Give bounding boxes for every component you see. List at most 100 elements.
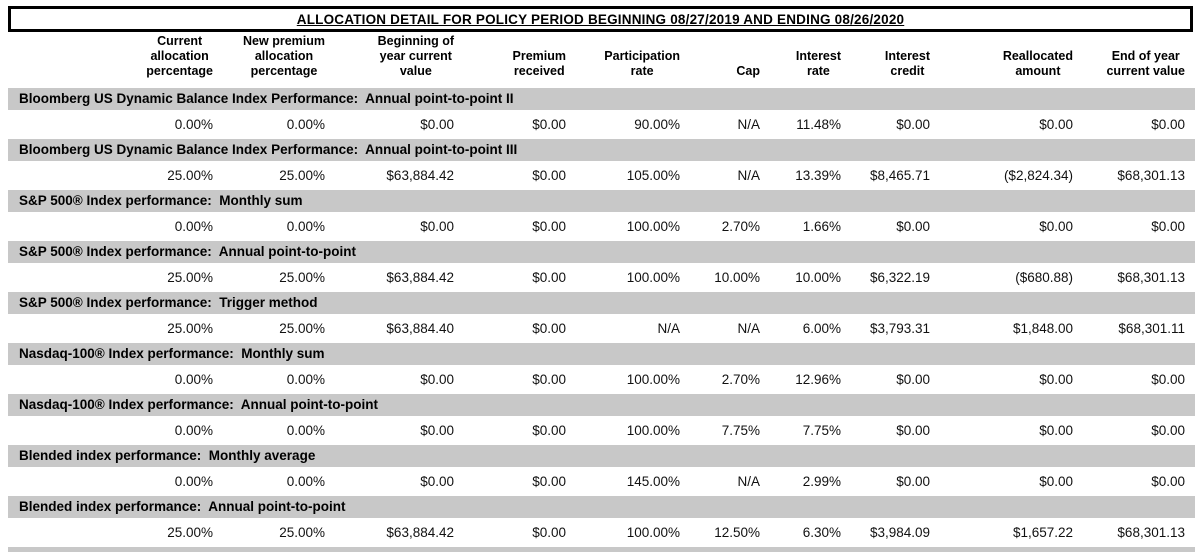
cell-interest-credit: $8,465.71 [869, 168, 930, 183]
cell-beginning-of-year-current-value: $0.00 [420, 474, 454, 489]
index-name-row: S&P 500® Index performance: Annual point… [8, 241, 1195, 263]
index-name: Bloomberg US Dynamic Balance Index Perfo… [19, 142, 518, 157]
column-header-current-allocation-percentage: Current allocation percentage [0, 34, 213, 80]
cell-end-of-year-current-value: $0.00 [1151, 117, 1185, 132]
cell-new-premium-allocation-percentage: 25.00% [279, 270, 325, 285]
cell-current-allocation-percentage: 0.00% [174, 219, 213, 234]
next-section-band-partial [8, 547, 1195, 552]
column-header-interest-rate: Interest rate [760, 49, 841, 80]
cell-participation-rate: 100.00% [626, 525, 680, 540]
table-row: 0.00% 0.00% $0.00 $0.00 90.00% N/A 11.48% $0.00… [0, 110, 1200, 139]
index-name-row: S&P 500® Index performance: Monthly sum [8, 190, 1195, 212]
cell-beginning-of-year-current-value: $0.00 [420, 423, 454, 438]
table-row: 0.00% 0.00% $0.00 $0.00 145.00% N/A 2.99% $0.00… [0, 467, 1200, 496]
cell-current-allocation-percentage: 25.00% [167, 321, 213, 336]
cell-participation-rate: 105.00% [626, 168, 680, 183]
cell-interest-credit: $0.00 [896, 219, 930, 234]
cell-current-allocation-percentage: 0.00% [174, 474, 213, 489]
index-section: Bloomberg US Dynamic Balance Index Perfo… [0, 139, 1200, 190]
cell-interest-rate: 1.66% [802, 219, 841, 234]
index-name-row: S&P 500® Index performance: Trigger meth… [8, 292, 1195, 314]
column-header-label: Current allocation percentage [146, 34, 213, 78]
cell-new-premium-allocation-percentage: 25.00% [279, 321, 325, 336]
cell-current-allocation-percentage: 25.00% [167, 168, 213, 183]
cell-beginning-of-year-current-value: $63,884.40 [386, 321, 454, 336]
cell-interest-rate: 10.00% [795, 270, 841, 285]
index-section: Blended index performance: Monthly avera… [0, 445, 1200, 496]
cell-premium-received: $0.00 [532, 372, 566, 387]
cell-premium-received: $0.00 [532, 423, 566, 438]
cell-cap: 12.50% [714, 525, 760, 540]
column-header-cap: Cap [680, 62, 760, 80]
cell-interest-rate: 13.39% [795, 168, 841, 183]
index-name-row: Bloomberg US Dynamic Balance Index Perfo… [8, 88, 1195, 110]
index-section: Blended index performance: Annual point-… [0, 496, 1200, 547]
cell-participation-rate: 90.00% [634, 117, 680, 132]
table-row: 0.00% 0.00% $0.00 $0.00 100.00% 7.75% 7.75% $0.… [0, 416, 1200, 445]
index-name-row: Bloomberg US Dynamic Balance Index Perfo… [8, 139, 1195, 161]
cell-participation-rate: N/A [657, 321, 680, 336]
cell-cap: 7.75% [721, 423, 760, 438]
cell-interest-rate: 11.48% [796, 117, 841, 132]
cell-current-allocation-percentage: 25.00% [167, 270, 213, 285]
cell-beginning-of-year-current-value: $63,884.42 [386, 270, 454, 285]
cell-interest-credit: $0.00 [896, 117, 930, 132]
cell-cap: N/A [737, 168, 760, 183]
cell-participation-rate: 100.00% [626, 270, 680, 285]
cell-new-premium-allocation-percentage: 0.00% [286, 423, 325, 438]
index-name: S&P 500® Index performance: Trigger meth… [19, 295, 318, 310]
index-name-row: Blended index performance: Annual point-… [8, 496, 1195, 518]
cell-interest-rate: 2.99% [802, 474, 841, 489]
cell-end-of-year-current-value: $68,301.11 [1118, 321, 1185, 336]
cell-premium-received: $0.00 [532, 117, 566, 132]
cell-beginning-of-year-current-value: $0.00 [420, 372, 454, 387]
column-header-beginning-of-year-current-value: Beginning of year current value [325, 34, 454, 80]
index-name: Nasdaq-100® Index performance: Annual po… [19, 397, 378, 412]
cell-reallocated-amount: $0.00 [1039, 423, 1073, 438]
index-name: S&P 500® Index performance: Monthly sum [19, 193, 303, 208]
title-box: ALLOCATION DETAIL FOR POLICY PERIOD BEGI… [8, 6, 1193, 32]
cell-current-allocation-percentage: 25.00% [167, 525, 213, 540]
table-row: 0.00% 0.00% $0.00 $0.00 100.00% 2.70% 12.96% $0… [0, 365, 1200, 394]
cell-beginning-of-year-current-value: $0.00 [420, 219, 454, 234]
index-name-row: Nasdaq-100® Index performance: Annual po… [8, 394, 1195, 416]
cell-cap: 2.70% [721, 219, 760, 234]
allocation-detail-page: ALLOCATION DETAIL FOR POLICY PERIOD BEGI… [0, 6, 1200, 552]
cell-end-of-year-current-value: $0.00 [1151, 372, 1185, 387]
cell-interest-credit: $0.00 [896, 474, 930, 489]
index-name: Blended index performance: Monthly avera… [19, 448, 316, 463]
cell-reallocated-amount: $0.00 [1039, 117, 1073, 132]
cell-end-of-year-current-value: $0.00 [1151, 219, 1185, 234]
cell-interest-credit: $3,793.31 [869, 321, 930, 336]
cell-premium-received: $0.00 [532, 270, 566, 285]
cell-premium-received: $0.00 [532, 474, 566, 489]
column-header-premium-received: Premium received [454, 49, 567, 80]
cell-interest-rate: 6.00% [802, 321, 841, 336]
column-header-label: End of year current value [1106, 49, 1185, 78]
cell-interest-credit: $0.00 [896, 372, 930, 387]
column-header-reallocated-amount: Reallocated amount [930, 49, 1073, 80]
cell-end-of-year-current-value: $0.00 [1151, 423, 1185, 438]
cell-premium-received: $0.00 [532, 219, 566, 234]
page-title: ALLOCATION DETAIL FOR POLICY PERIOD BEGI… [296, 11, 905, 27]
index-name: S&P 500® Index performance: Annual point… [19, 244, 356, 259]
cell-participation-rate: 100.00% [626, 219, 680, 234]
cell-reallocated-amount: $0.00 [1039, 219, 1073, 234]
cell-new-premium-allocation-percentage: 25.00% [279, 525, 325, 540]
index-section: Nasdaq-100® Index performance: Monthly s… [0, 343, 1200, 394]
index-section: S&P 500® Index performance: Trigger meth… [0, 292, 1200, 343]
cell-current-allocation-percentage: 0.00% [174, 372, 213, 387]
column-header-label: Premium received [512, 49, 567, 78]
cell-new-premium-allocation-percentage: 0.00% [286, 372, 325, 387]
cell-reallocated-amount: $0.00 [1039, 474, 1073, 489]
cell-new-premium-allocation-percentage: 0.00% [286, 117, 325, 132]
table-row: 25.00% 25.00% $63,884.42 $0.00 100.00% 12.50%… [0, 518, 1200, 547]
column-header-new-premium-allocation-percentage: New premium allocation percentage [213, 34, 325, 80]
cell-cap: N/A [737, 117, 760, 132]
column-header-label: Participation rate [604, 49, 680, 78]
cell-end-of-year-current-value: $68,301.13 [1117, 525, 1185, 540]
cell-new-premium-allocation-percentage: 0.00% [286, 219, 325, 234]
column-header-label: Beginning of year current value [377, 34, 454, 78]
cell-beginning-of-year-current-value: $63,884.42 [386, 525, 454, 540]
cell-cap: N/A [737, 321, 760, 336]
